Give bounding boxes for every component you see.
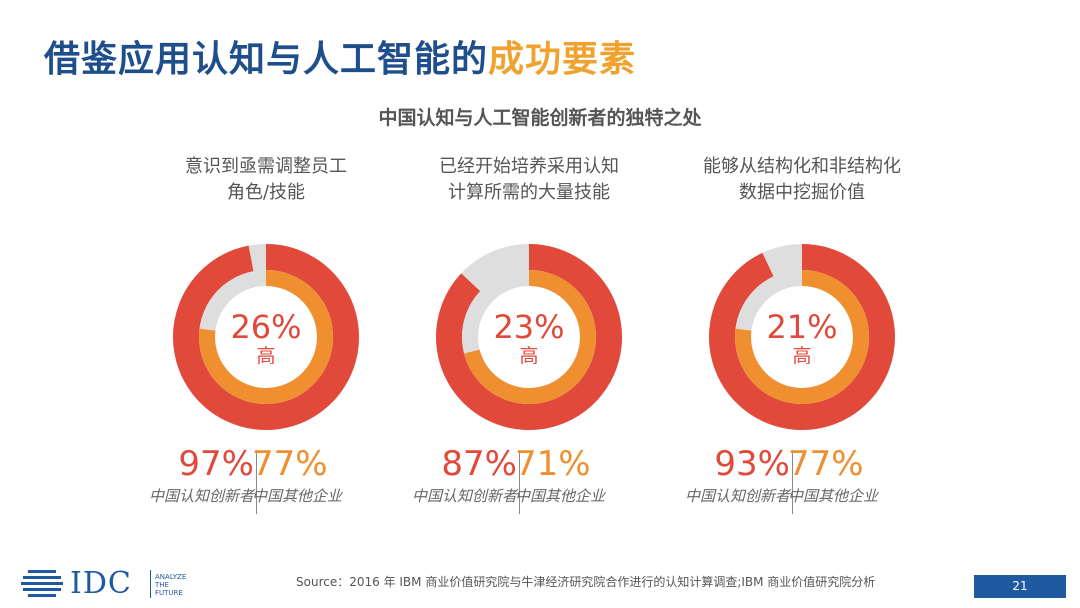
donut-panel-1: 意识到亟需调整员工 角色/技能 26% 高 97% 中国认知创新者 77% 中国… <box>116 150 416 520</box>
stat-others-label: 中国其他企业 <box>515 487 606 505</box>
page-number: 21 <box>974 575 1066 598</box>
stat-innovators: 93% 中国认知创新者 <box>685 444 790 508</box>
stat-innovators: 87% 中国认知创新者 <box>412 444 517 508</box>
stat-others-label: 中国其他企业 <box>252 487 343 505</box>
stat-innovators-label: 中国认知创新者 <box>148 487 254 505</box>
stat-innovators-label: 中国认知创新者 <box>684 487 790 505</box>
stat-innovators-value: 97% <box>178 444 254 484</box>
stat-others: 77% 中国其他企业 <box>788 444 878 508</box>
title-highlight: 成功要素 <box>488 39 637 80</box>
title-main: 借鉴应用认知与人工智能的 <box>44 39 489 80</box>
center-value: 23% <box>493 308 565 346</box>
panel-title-line-2: 角色/技能 <box>226 182 306 203</box>
logo-text: IDC <box>70 566 132 601</box>
panel-title-line-2: 计算所需的大量技能 <box>448 182 610 203</box>
donut-center: 21% 高 <box>705 310 899 368</box>
donut-panel-3: 能够从结构化和非结构化 数据中挖掘价值 21% 高 93% 中国认知创新者 77… <box>652 150 952 520</box>
donut-svg <box>173 244 360 430</box>
stat-divider <box>519 450 520 514</box>
center-value: 26% <box>230 308 302 346</box>
tagline-line-2: THE <box>155 581 169 589</box>
stat-divider <box>256 450 257 514</box>
logo-tagline: ANALYZE THE FUTURE <box>155 573 186 597</box>
stat-others-label: 中国其他企业 <box>788 487 879 505</box>
stat-innovators-label: 中国认知创新者 <box>411 487 517 505</box>
inner-ring-arc <box>199 270 333 404</box>
tagline-line-1: ANALYZE <box>155 573 187 581</box>
globe-icon <box>21 570 63 597</box>
donut-center: 26% 高 <box>169 310 363 368</box>
outer-ring-arc <box>436 244 622 430</box>
outer-ring-arc <box>709 244 895 430</box>
stat-others-value: 77% <box>788 444 864 484</box>
source-note: Source：2016 年 IBM 商业价值研究院与牛津经济研究院合作进行的认知… <box>296 575 876 589</box>
chart-subtitle: 中国认知与人工智能创新者的独特之处 <box>378 107 702 129</box>
panel-title-line-2: 数据中挖掘价值 <box>739 182 865 203</box>
stat-others-value: 71% <box>515 444 591 484</box>
center-label: 高 <box>256 345 276 367</box>
panel-title: 已经开始培养采用认知 计算所需的大量技能 <box>379 154 679 206</box>
logo-separator <box>150 570 151 598</box>
panel-title-line-1: 能够从结构化和非结构化 <box>703 156 901 177</box>
stat-others: 77% 中国其他企业 <box>252 444 342 508</box>
donut-chart: 21% 高 <box>705 240 899 434</box>
center-label: 高 <box>792 345 812 367</box>
stat-innovators-value: 93% <box>714 444 790 484</box>
stat-others-value: 77% <box>252 444 328 484</box>
outer-ring-arc <box>173 244 360 430</box>
donut-svg <box>436 244 622 430</box>
stats-row: 93% 中国认知创新者 77% 中国其他企业 <box>652 444 952 516</box>
panel-title: 能够从结构化和非结构化 数据中挖掘价值 <box>652 154 952 206</box>
stat-others: 71% 中国其他企业 <box>515 444 605 508</box>
donut-chart: 23% 高 <box>432 240 626 434</box>
panel-title: 意识到亟需调整员工 角色/技能 <box>116 154 416 206</box>
stat-innovators-value: 87% <box>441 444 517 484</box>
tagline-line-3: FUTURE <box>155 589 183 597</box>
stat-divider <box>792 450 793 514</box>
stat-innovators: 97% 中国认知创新者 <box>149 444 254 508</box>
donut-svg <box>709 244 895 430</box>
donut-chart: 26% 高 <box>169 240 363 434</box>
center-label: 高 <box>519 345 539 367</box>
idc-logo: IDC ANALYZE THE FUTURE <box>20 566 200 602</box>
page-title: 借鉴应用认知与人工智能的成功要素 <box>44 30 636 82</box>
stats-row: 87% 中国认知创新者 71% 中国其他企业 <box>379 444 679 516</box>
panel-title-line-1: 意识到亟需调整员工 <box>185 156 347 177</box>
stats-row: 97% 中国认知创新者 77% 中国其他企业 <box>116 444 416 516</box>
donut-panel-2: 已经开始培养采用认知 计算所需的大量技能 23% 高 87% 中国认知创新者 7… <box>379 150 679 520</box>
donut-center: 23% 高 <box>432 310 626 368</box>
inner-ring-arc <box>735 270 869 404</box>
center-value: 21% <box>766 308 838 346</box>
panel-title-line-1: 已经开始培养采用认知 <box>439 156 619 177</box>
inner-ring-arc <box>464 270 596 404</box>
